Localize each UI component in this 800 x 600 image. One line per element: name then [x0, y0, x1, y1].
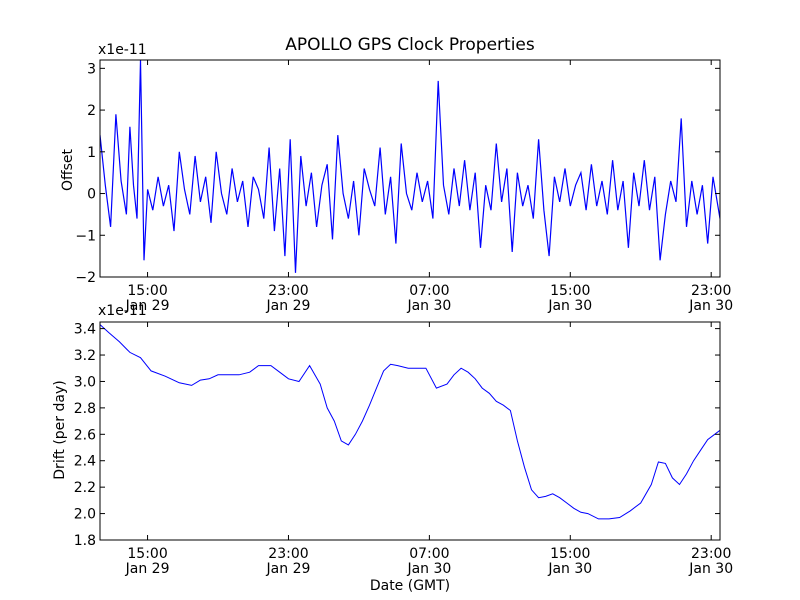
offset-x-tick-label-4: 23:00 Jan 30 — [688, 283, 733, 314]
drift-y-tick-label-0: 1.8 — [74, 533, 96, 549]
drift-series-line-0 — [100, 324, 720, 520]
drift-y-tick-label-8: 3.4 — [74, 322, 96, 338]
drift-panel: x1e-11 Drift (per day) 1.8 2.0 2.2 2.4 2.6 2.… — [52, 303, 733, 577]
drift-y-tick-label-2: 2.2 — [74, 480, 96, 496]
drift-x-tick-label-0: 15:00 Jan 29 — [125, 546, 170, 577]
drift-x-tick-label-1: 23:00 Jan 29 — [266, 546, 311, 577]
drift-x-tick-label-4: 23:00 Jan 30 — [688, 546, 733, 577]
drift-y-tick-label-5: 2.8 — [74, 401, 96, 417]
drift-x-tick-label-2: 07:00 Jan 30 — [406, 546, 451, 577]
drift-y-tick-label-6: 3.0 — [74, 374, 96, 390]
drift-y-tick-label-7: 3.2 — [74, 348, 96, 364]
offset-multiplier-label: x1e-11 — [98, 42, 147, 58]
drift-x-tick-label-3: 15:00 Jan 30 — [547, 546, 592, 577]
drift-y-tick-label-1: 2.0 — [74, 507, 96, 523]
offset-y-tick-label-5: 3 — [87, 61, 96, 77]
offset-y-tick-label-2: 0 — [87, 187, 96, 203]
offset-y-tick-label-3: 1 — [87, 145, 96, 161]
offset-x-tick-label-1: 23:00 Jan 29 — [266, 283, 311, 314]
chart-title: APOLLO GPS Clock Properties — [285, 35, 535, 55]
offset-axes-frame — [99, 59, 721, 278]
offset-y-tick-label-4: 2 — [87, 103, 96, 119]
drift-y-tick-label-3: 2.4 — [74, 454, 96, 470]
drift-multiplier-label: x1e-11 — [98, 303, 147, 319]
offset-y-axis-label: Offset — [60, 148, 76, 191]
drift-y-axis-label: Drift (per day) — [52, 380, 68, 479]
offset-x-tick-label-3: 15:00 Jan 30 — [547, 283, 592, 314]
drift-y-tick-label-4: 2.6 — [74, 427, 96, 443]
offset-x-tick-label-0: 15:00 Jan 29 — [125, 283, 170, 314]
offset-panel: x1e-11 Offset −2 −1 0 1 2 3 15:00 Jan 29 23:00 Ja… — [60, 42, 733, 314]
x-axis-label: Date (GMT) — [370, 578, 450, 594]
offset-series-line-0 — [100, 60, 720, 273]
offset-y-tick-label-1: −1 — [75, 228, 96, 244]
drift-axes-frame — [99, 321, 721, 541]
offset-y-tick-label-0: −2 — [75, 270, 96, 286]
offset-x-tick-label-2: 07:00 Jan 30 — [406, 283, 451, 314]
